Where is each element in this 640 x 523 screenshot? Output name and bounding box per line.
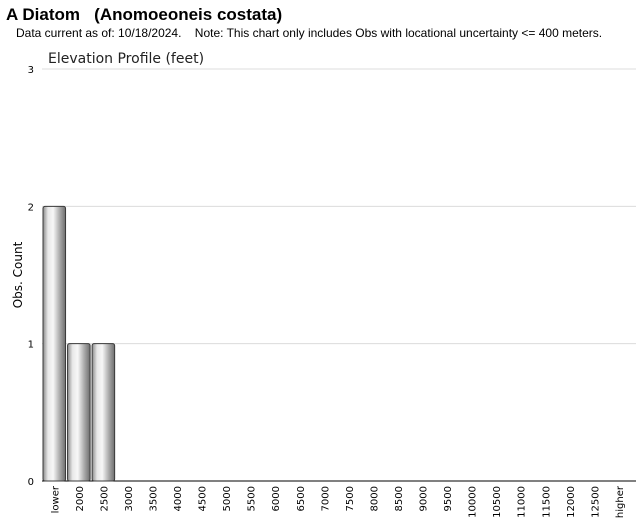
page-subtitle: Data current as of: 10/18/2024. Note: Th…: [16, 26, 603, 40]
x-tick-label: higher: [615, 485, 626, 518]
grid-lines: [42, 68, 636, 482]
y-tick-label: 3: [28, 65, 34, 76]
x-tick-label: 5500: [247, 486, 258, 511]
x-tick-label: 9000: [419, 486, 430, 511]
x-tick-label: 5000: [222, 486, 233, 511]
x-tick-label: 2000: [75, 486, 86, 511]
x-tick-label: 11000: [517, 486, 528, 518]
y-tick-label: 0: [28, 477, 34, 488]
x-tick-label: 11500: [541, 486, 552, 518]
x-tick-label: 10500: [492, 486, 503, 518]
bar: [42, 205, 67, 482]
y-tick-label: 2: [28, 202, 34, 213]
x-tick-label: 4000: [173, 486, 184, 511]
page-title: A Diatom (Anomoeoneis costata): [6, 5, 283, 24]
x-tick-label: 12500: [590, 486, 601, 518]
x-tick-label: 3500: [148, 486, 159, 511]
x-tick-label: 3000: [124, 486, 135, 511]
x-tick-label: 9500: [443, 486, 454, 511]
x-tick-label: lower: [50, 485, 61, 513]
x-tick-label: 6500: [296, 486, 307, 511]
x-tick-label: 6000: [271, 486, 282, 511]
x-tick-label: 8000: [369, 486, 380, 511]
x-tick-label: 10000: [468, 486, 479, 518]
y-tick-label: 1: [28, 340, 34, 351]
x-tick-label: 4500: [198, 486, 209, 511]
x-tick-label: 12000: [566, 486, 577, 518]
bar: [67, 343, 91, 482]
bars: [42, 205, 116, 482]
axes: 0 1 2 3 lower 2000 2500 3000 3500 4000 4500 5000 550…: [28, 65, 626, 518]
y-axis-label: Obs. Count: [11, 241, 25, 308]
bar: [91, 343, 116, 482]
x-tick-label: 8500: [394, 486, 405, 511]
x-tick-label: 7500: [345, 486, 356, 511]
chart-title: Elevation Profile (feet): [48, 51, 204, 67]
x-tick-label: 7000: [320, 486, 331, 511]
x-tick-label: 2500: [99, 486, 110, 511]
